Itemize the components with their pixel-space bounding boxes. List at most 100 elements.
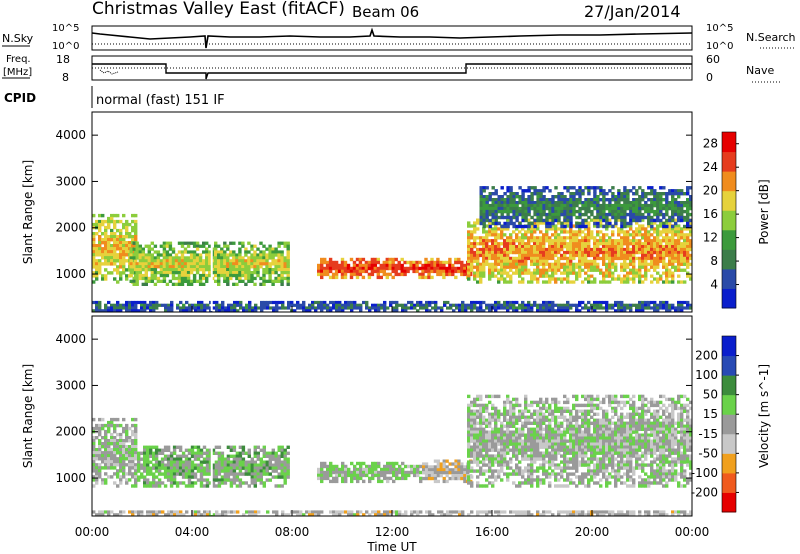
power-cell <box>590 250 594 255</box>
power-cell <box>155 303 159 307</box>
power-cell <box>503 198 507 202</box>
power-cell <box>500 271 504 275</box>
power-cell <box>686 250 690 255</box>
power-cell <box>593 186 597 190</box>
power-cell <box>566 262 570 266</box>
velocity-cell <box>199 484 204 488</box>
power-cell <box>656 303 660 307</box>
power-cell <box>557 242 561 246</box>
power-cell <box>512 303 516 307</box>
power-cell <box>132 276 136 281</box>
power-cell <box>223 259 227 263</box>
velocity-cell <box>259 481 263 485</box>
power-cell <box>629 303 633 307</box>
power-cell <box>177 265 182 269</box>
power-cell <box>344 303 348 307</box>
power-cell <box>153 256 158 260</box>
power-cell <box>262 256 266 260</box>
power-cell <box>614 242 618 246</box>
power-cell <box>686 206 690 211</box>
velocity-cell <box>134 472 138 476</box>
power-cell <box>668 262 672 266</box>
power-cell <box>430 263 434 268</box>
velocity-cell <box>238 472 243 476</box>
velocity-cell <box>184 466 189 470</box>
power-cell <box>572 247 576 252</box>
velocity-cell <box>166 445 171 449</box>
power-cell <box>578 215 582 220</box>
power-cell <box>671 201 675 205</box>
velocity-cell <box>190 472 195 476</box>
power-cell <box>356 306 360 310</box>
power-cell <box>479 218 483 223</box>
power-cell <box>530 303 534 307</box>
power-cell <box>521 206 525 211</box>
power-cell <box>551 203 555 208</box>
velocity-cell <box>457 462 461 466</box>
power-cell <box>539 306 543 310</box>
power-cell <box>479 201 483 205</box>
power-cell <box>439 269 443 274</box>
power-cell <box>433 266 437 271</box>
velocity-cell <box>439 468 443 472</box>
power-cell <box>611 224 615 229</box>
power-cell <box>533 262 537 266</box>
power-cell <box>662 306 666 310</box>
velocity-cell <box>214 475 219 479</box>
velocity-cell <box>503 418 507 422</box>
power-cell <box>479 268 483 272</box>
velocity-cell <box>451 476 455 481</box>
power-cell <box>422 306 426 310</box>
power-cell <box>530 245 534 249</box>
velocity-cell <box>131 432 135 437</box>
power-cell <box>566 224 570 228</box>
velocity-cell <box>187 478 192 482</box>
power-cell <box>180 271 185 275</box>
velocity-cell <box>433 459 438 463</box>
power-cell <box>265 253 269 257</box>
power-cell <box>455 303 459 307</box>
power-cell <box>608 236 612 240</box>
power-cell <box>614 212 618 217</box>
velocity-cell <box>169 472 174 476</box>
power-cell <box>503 300 507 305</box>
power-cell <box>165 265 170 269</box>
power-cell <box>182 309 186 313</box>
power-cell <box>671 189 675 193</box>
velocity-cell <box>280 475 284 479</box>
velocity-cell <box>169 451 174 455</box>
power-cell <box>262 276 266 281</box>
power-cell <box>635 192 639 196</box>
power-cell <box>548 303 552 307</box>
power-cell <box>122 225 126 230</box>
velocity-cell <box>104 423 108 428</box>
power-cell <box>419 306 423 310</box>
power-cell <box>159 273 164 278</box>
power-cell <box>131 219 135 224</box>
power-cell <box>680 253 684 258</box>
power-cell <box>683 201 687 205</box>
velocity-cell <box>286 457 290 461</box>
power-cell <box>662 253 666 258</box>
power-cell <box>128 303 132 307</box>
velocity-cell <box>172 478 177 482</box>
power-cell <box>584 209 588 214</box>
velocity-cell <box>241 466 246 470</box>
velocity-cell <box>116 439 120 443</box>
power-cell <box>566 206 570 211</box>
power-cell <box>494 203 498 208</box>
power-cell <box>551 242 555 246</box>
velocity-cell <box>128 451 132 455</box>
power-cell <box>689 206 693 211</box>
velocity-cell <box>500 469 504 473</box>
velocity-cell <box>92 451 96 455</box>
power-cell <box>479 250 483 255</box>
power-cell <box>460 272 464 277</box>
power-cell <box>467 245 471 249</box>
power-cell <box>497 247 501 252</box>
velocity-cell <box>125 448 129 452</box>
velocity-cell <box>110 457 114 461</box>
power-cell <box>638 250 642 255</box>
velocity-cell <box>175 466 180 470</box>
power-cell <box>656 192 660 196</box>
